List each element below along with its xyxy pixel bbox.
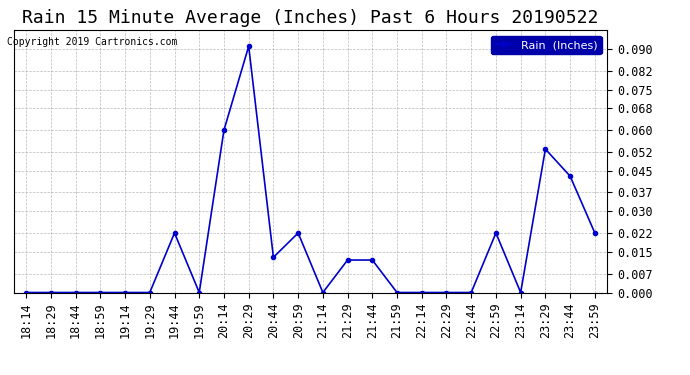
Rain  (Inches): [344, 258, 352, 262]
Rain  (Inches): [72, 290, 80, 295]
Text: Copyright 2019 Cartronics.com: Copyright 2019 Cartronics.com: [7, 37, 177, 47]
Rain  (Inches): [121, 290, 129, 295]
Rain  (Inches): [393, 290, 401, 295]
Rain  (Inches): [269, 255, 277, 260]
Rain  (Inches): [467, 290, 475, 295]
Rain  (Inches): [47, 290, 55, 295]
Rain  (Inches): [146, 290, 154, 295]
Rain  (Inches): [220, 128, 228, 132]
Rain  (Inches): [368, 258, 377, 262]
Rain  (Inches): [442, 290, 451, 295]
Rain  (Inches): [541, 147, 549, 152]
Title: Rain 15 Minute Average (Inches) Past 6 Hours 20190522: Rain 15 Minute Average (Inches) Past 6 H…: [22, 9, 599, 27]
Rain  (Inches): [195, 290, 204, 295]
Rain  (Inches): [170, 231, 179, 235]
Rain  (Inches): [319, 290, 327, 295]
Rain  (Inches): [22, 290, 30, 295]
Legend: Rain  (Inches): Rain (Inches): [491, 36, 602, 54]
Rain  (Inches): [591, 231, 599, 235]
Rain  (Inches): [517, 290, 525, 295]
Rain  (Inches): [492, 231, 500, 235]
Rain  (Inches): [96, 290, 104, 295]
Rain  (Inches): [294, 231, 302, 235]
Rain  (Inches): [244, 44, 253, 48]
Rain  (Inches): [566, 174, 574, 178]
Line: Rain  (Inches): Rain (Inches): [24, 44, 597, 295]
Rain  (Inches): [417, 290, 426, 295]
